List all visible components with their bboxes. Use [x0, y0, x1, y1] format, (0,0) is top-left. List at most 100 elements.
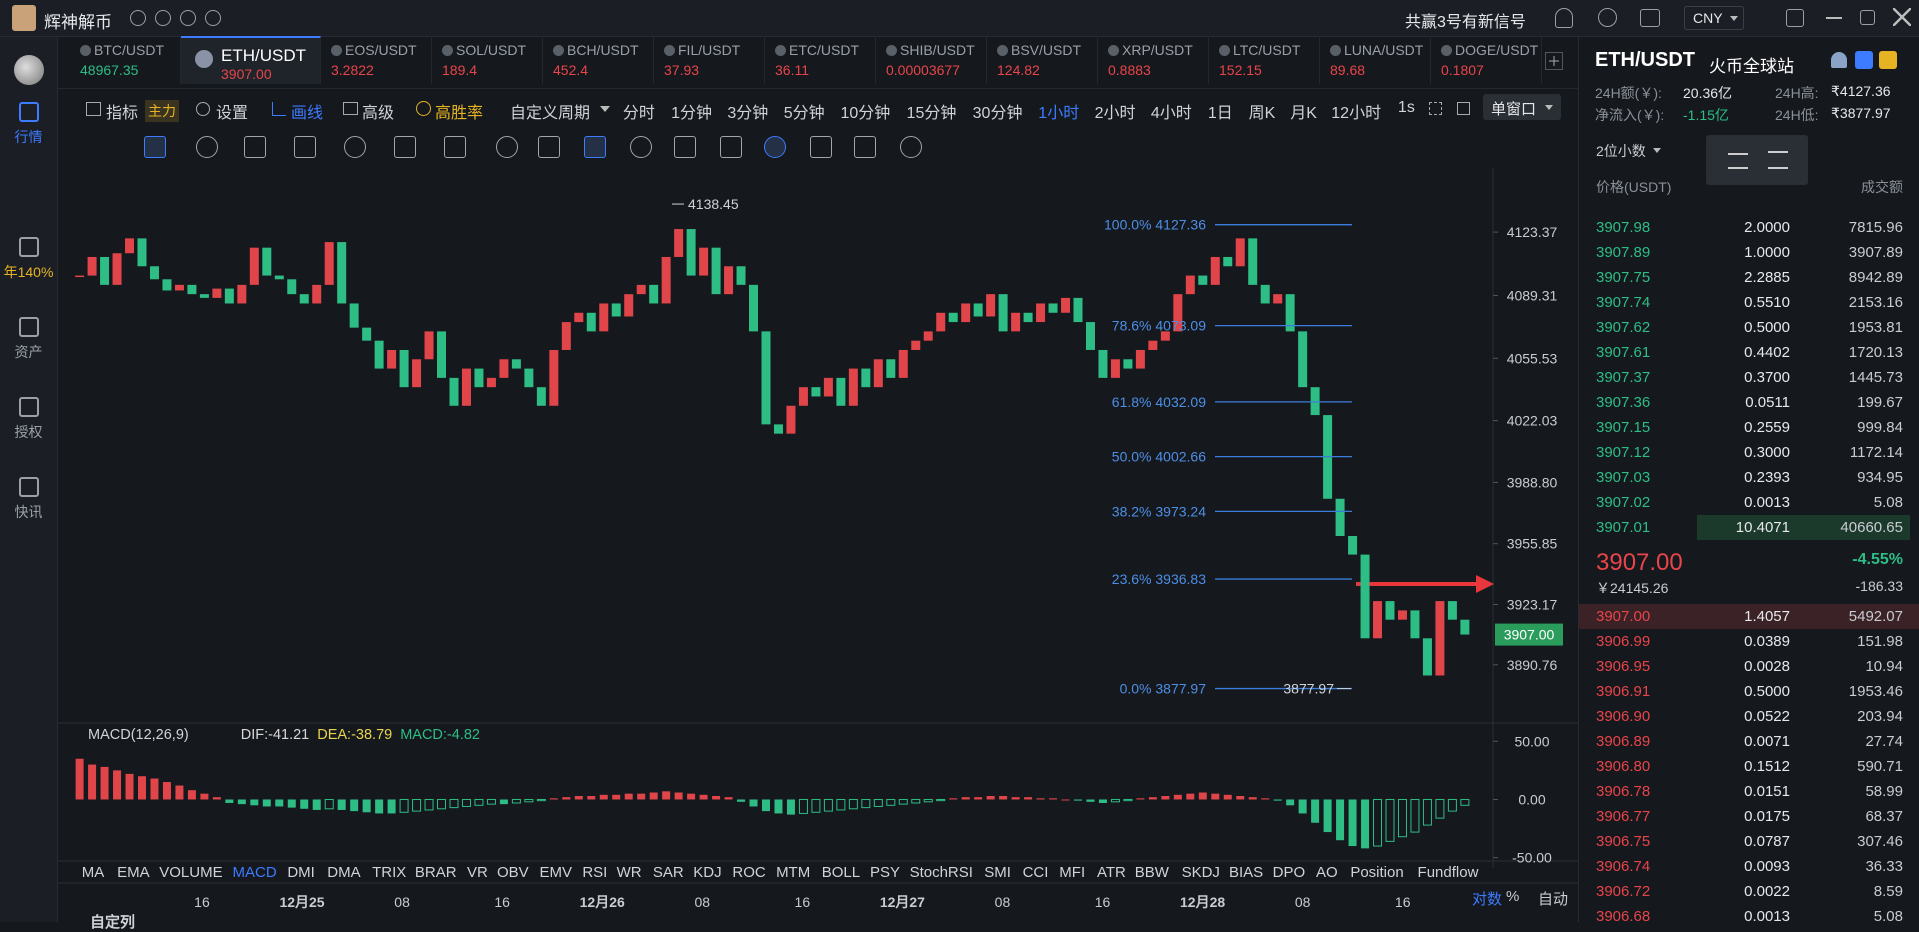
- avatar[interactable]: [12, 5, 36, 31]
- window-icon[interactable]: [1786, 9, 1804, 27]
- restore[interactable]: [1860, 10, 1875, 25]
- bell-icon[interactable]: [1555, 8, 1573, 28]
- period[interactable]: 1日: [1207, 105, 1233, 122]
- minimize[interactable]: [1826, 17, 1842, 19]
- indicator-tag[interactable]: 主力: [145, 100, 179, 122]
- advanced[interactable]: 高级: [362, 105, 395, 122]
- ticker-tab[interactable]: XRP/USDT 0.8883: [1098, 36, 1209, 84]
- ticker-tab[interactable]: ETC/USDT 36.11: [765, 36, 876, 84]
- period[interactable]: 1分钟: [671, 105, 712, 122]
- signal[interactable]: 共赢3号有新信号: [1405, 14, 1526, 31]
- draw-tool[interactable]: [538, 136, 560, 158]
- period[interactable]: 15分钟: [906, 105, 957, 122]
- period[interactable]: 4小时: [1150, 105, 1192, 122]
- period[interactable]: 1s: [1397, 99, 1415, 116]
- ticker-tab[interactable]: FIL/USDT 37.93: [654, 36, 765, 84]
- period[interactable]: 12小时: [1331, 105, 1382, 122]
- draw-tool[interactable]: [584, 136, 606, 158]
- axis-option[interactable]: 自动: [1538, 891, 1569, 908]
- ticker-symbol: BTC/USDT: [94, 42, 164, 58]
- badge-icon[interactable]: [1879, 51, 1897, 69]
- draw-tool[interactable]: [496, 136, 518, 158]
- logo[interactable]: [14, 55, 44, 85]
- custom-period[interactable]: 自定义周期: [510, 105, 591, 122]
- draw-tool[interactable]: [720, 136, 742, 158]
- period[interactable]: 3分钟: [727, 105, 769, 122]
- period[interactable]: 10分钟: [840, 105, 891, 122]
- search-icon[interactable]: [1598, 8, 1617, 27]
- nav-icon[interactable]: [19, 397, 39, 417]
- candle: [1098, 349, 1108, 378]
- ticker-tab[interactable]: SOL/USDT 189.4: [432, 36, 543, 84]
- period[interactable]: 周K: [1248, 105, 1276, 122]
- book-qty: 0.0071: [1744, 733, 1790, 750]
- nav-label[interactable]: 年140%: [3, 264, 54, 280]
- win-rate[interactable]: 高胜率: [435, 105, 484, 122]
- draw-tool[interactable]: [144, 136, 166, 158]
- ticker-price: 152.15: [1219, 62, 1262, 78]
- nav-icon[interactable]: [19, 102, 39, 122]
- draw-tool[interactable]: [244, 136, 266, 158]
- icon[interactable]: [180, 10, 196, 26]
- ticker-tab[interactable]: SHIB/USDT 0.00003677: [876, 36, 987, 84]
- draw-tool[interactable]: [196, 136, 218, 158]
- window-select[interactable]: 单窗口: [1483, 94, 1561, 120]
- ticker-tab[interactable]: BCH/USDT 452.4: [543, 36, 654, 84]
- nav-label[interactable]: 资产: [14, 344, 43, 360]
- nav-icon[interactable]: [19, 317, 39, 337]
- ticker-tab[interactable]: LUNA/USDT 89.68: [1320, 36, 1431, 84]
- nav-label[interactable]: 行情: [14, 129, 43, 145]
- nav-icon[interactable]: [19, 477, 39, 497]
- axis-option[interactable]: 对数: [1472, 891, 1503, 908]
- candle: [1073, 297, 1083, 323]
- draw-tool[interactable]: [900, 136, 922, 158]
- decimals[interactable]: 2位小数: [1596, 143, 1646, 159]
- add-tab[interactable]: [1545, 52, 1563, 70]
- period[interactable]: 30分钟: [972, 105, 1023, 122]
- draw-tool[interactable]: [344, 136, 366, 158]
- icon[interactable]: [205, 10, 221, 26]
- draw-tool[interactable]: [630, 136, 652, 158]
- drawing-toolbar: [58, 128, 1578, 169]
- shirt-icon[interactable]: [1640, 9, 1660, 27]
- draw-tool[interactable]: [294, 136, 316, 158]
- period[interactable]: 1小时: [1038, 105, 1080, 122]
- draw-tool[interactable]: [764, 136, 786, 158]
- ticker-tab[interactable]: BSV/USDT 124.82: [987, 36, 1098, 84]
- nav-icon[interactable]: [19, 237, 39, 257]
- icon[interactable]: [130, 10, 146, 26]
- nav-label[interactable]: 快讯: [14, 504, 43, 520]
- indicator[interactable]: 指标: [106, 105, 139, 122]
- ticker-tab[interactable]: BTC/USDT 48967.35: [70, 36, 181, 84]
- ticker-tab[interactable]: ETH/USDT 3907.00: [181, 36, 321, 84]
- draw-tool[interactable]: [810, 136, 832, 158]
- icon[interactable]: [155, 10, 171, 26]
- popout-icon[interactable]: [1457, 102, 1470, 115]
- fav-icon[interactable]: [1855, 51, 1873, 69]
- period[interactable]: 5分钟: [783, 105, 825, 122]
- ticker-tab[interactable]: LTC/USDT 152.15: [1209, 36, 1320, 84]
- draw-tool[interactable]: [674, 136, 696, 158]
- nav-label[interactable]: 授权: [14, 424, 43, 440]
- axis-option[interactable]: %: [1506, 888, 1520, 905]
- candle: [1036, 303, 1046, 323]
- y-tick-label: 4055.53: [1507, 350, 1558, 366]
- draw-tool[interactable]: [444, 136, 466, 158]
- currency-select[interactable]: CNY: [1684, 6, 1744, 30]
- ticker-tab[interactable]: DOGE/USDT 0.1807: [1431, 36, 1542, 84]
- close[interactable]: [1893, 8, 1911, 26]
- draw-tool[interactable]: [394, 136, 416, 158]
- settings[interactable]: 设置: [216, 105, 249, 122]
- book-price: 3907.36: [1596, 394, 1651, 411]
- ticker-tab[interactable]: EOS/USDT 3.2822: [321, 36, 432, 84]
- alert-icon[interactable]: [1831, 52, 1847, 68]
- draw-tool[interactable]: [854, 136, 876, 158]
- popup-icon[interactable]: [1768, 151, 1788, 169]
- popup-icon[interactable]: [1728, 153, 1748, 169]
- draw[interactable]: 画线: [291, 105, 324, 122]
- period[interactable]: 分时: [622, 105, 655, 122]
- period[interactable]: 月K: [1290, 105, 1317, 122]
- period[interactable]: 2小时: [1094, 105, 1136, 122]
- book-row: 3907.36 0.0511 199.67: [1579, 390, 1919, 415]
- fullscreen-icon[interactable]: [1429, 102, 1442, 115]
